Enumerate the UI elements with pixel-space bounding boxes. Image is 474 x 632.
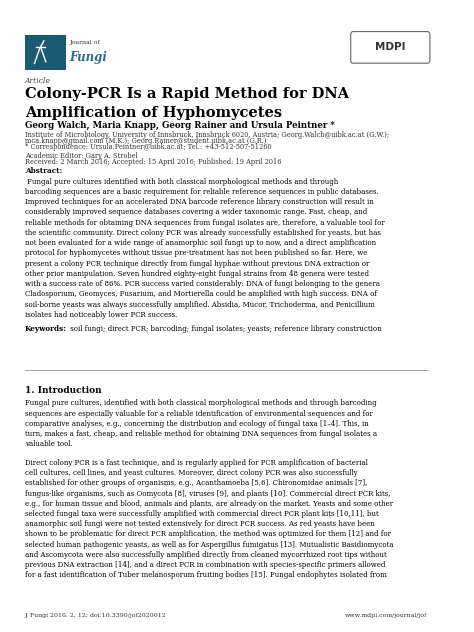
- Text: valuable tool.: valuable tool.: [25, 441, 73, 448]
- Text: Georg Walch, Maria Knapp, Georg Rainer and Ursula Peintner *: Georg Walch, Maria Knapp, Georg Rainer a…: [25, 121, 335, 130]
- Text: established for other groups of organisms, e.g., Acanthamoeba [5,6]. Chironomida: established for other groups of organism…: [25, 479, 367, 487]
- Text: Article: Article: [25, 77, 51, 85]
- Text: Direct colony PCR is a fast technique, and is regularly applied for PCR amplific: Direct colony PCR is a fast technique, a…: [25, 459, 368, 467]
- Text: cell cultures, cell lines, and yeast cultures. Moreover, direct colony PCR was a: cell cultures, cell lines, and yeast cul…: [25, 469, 357, 477]
- Text: MDPI: MDPI: [375, 42, 405, 52]
- Text: J. Fungi 2016, 2, 12; doi:10.3390/jof2020012: J. Fungi 2016, 2, 12; doi:10.3390/jof202…: [25, 613, 167, 618]
- Text: Improved techniques for an accelerated DNA barcode reference library constructio: Improved techniques for an accelerated D…: [25, 198, 374, 206]
- Text: soil fungi; direct PCR; barcoding; fungal isolates; yeasts; reference library co: soil fungi; direct PCR; barcoding; funga…: [68, 325, 382, 333]
- FancyBboxPatch shape: [25, 35, 65, 70]
- Text: Fungal pure cultures, identified with both classical morphological methods and t: Fungal pure cultures, identified with bo…: [25, 399, 376, 408]
- Text: reliable methods for obtaining DNA sequences from fungal isolates are, therefore: reliable methods for obtaining DNA seque…: [25, 219, 384, 227]
- Text: Cladosporium, Geomyces, Fusarium, and Mortierella could be amplified with high s: Cladosporium, Geomyces, Fusarium, and Mo…: [25, 290, 377, 298]
- Text: protocol for hyphomycetes without tissue pre-treatment has not been published so: protocol for hyphomycetes without tissue…: [25, 250, 367, 257]
- Text: isolates had noticeably lower PCR success.: isolates had noticeably lower PCR succes…: [25, 311, 177, 319]
- Text: present a colony PCR technique directly from fungal hyphae without previous DNA : present a colony PCR technique directly …: [25, 260, 369, 267]
- Text: Amplification of Hyphomycetes: Amplification of Hyphomycetes: [25, 106, 282, 119]
- Text: shown to be problematic for direct PCR amplification, the method was optimized f: shown to be problematic for direct PCR a…: [25, 530, 391, 538]
- Text: Colony-PCR Is a Rapid Method for DNA: Colony-PCR Is a Rapid Method for DNA: [25, 87, 349, 101]
- Text: Keywords:: Keywords:: [25, 325, 67, 333]
- FancyBboxPatch shape: [351, 32, 430, 63]
- Text: turn, makes a fast, cheap, and reliable method for obtaining DNA sequences from : turn, makes a fast, cheap, and reliable …: [25, 430, 377, 438]
- Text: the scientific community. Direct colony PCR was already successfully established: the scientific community. Direct colony …: [25, 229, 381, 237]
- Text: * Correspondence: Ursula.Peintner@uibk.ac.at; Tel.: +43-512-507-51260: * Correspondence: Ursula.Peintner@uibk.a…: [25, 143, 272, 152]
- Text: comparative analyses, e.g., concerning the distribution and ecology of fungal ta: comparative analyses, e.g., concerning t…: [25, 420, 369, 428]
- Text: other prior manipulation. Seven hundred eighty-eight fungal strains from 48 gene: other prior manipulation. Seven hundred …: [25, 270, 369, 278]
- Text: barcoding sequences are a basic requirement for reliable reference sequences in : barcoding sequences are a basic requirem…: [25, 188, 379, 196]
- Text: Journal of: Journal of: [69, 40, 100, 45]
- Text: e.g., for human tissue and blood, animals and plants, are already on the market.: e.g., for human tissue and blood, animal…: [25, 500, 393, 507]
- Text: fungus-like organisms, such as Oomycota [8], viruses [9], and plants [10]. Comme: fungus-like organisms, such as Oomycota …: [25, 490, 391, 497]
- Text: Institute of Microbiology, University of Innsbruck, Innsbruck 6020, Austria; Geo: Institute of Microbiology, University of…: [25, 131, 389, 139]
- Text: Fungi: Fungi: [69, 51, 107, 64]
- Text: Fungal pure cultures identified with both classical morphological methods and th: Fungal pure cultures identified with bot…: [25, 178, 338, 186]
- Text: considerably improved sequence databases covering a wider taxonomic range. Fast,: considerably improved sequence databases…: [25, 209, 367, 216]
- Text: not been evaluated for a wide range of anamorphic soil fungi up to now, and a di: not been evaluated for a wide range of a…: [25, 239, 376, 247]
- Text: selected human pathogenic yeasts, as well as for Aspergillus fumigatus [13]. Mut: selected human pathogenic yeasts, as wel…: [25, 541, 393, 549]
- Text: soil-borne yeasts was always successfully amplified. Absidia, Mucor, Trichoderma: soil-borne yeasts was always successfull…: [25, 301, 375, 308]
- Text: Academic Editor: Gary A. Strobel: Academic Editor: Gary A. Strobel: [25, 152, 137, 160]
- Text: Received: 2 March 2016; Accepted: 15 April 2016; Published: 19 April 2016: Received: 2 March 2016; Accepted: 15 Apr…: [25, 158, 282, 166]
- Text: mca.knapp@gmail.com (M.K.); Georg.Rainer@student.uibk.ac.at (G.R.): mca.knapp@gmail.com (M.K.); Georg.Rainer…: [25, 137, 266, 145]
- Text: with a success rate of 86%. PCR success varied considerably: DNA of fungi belong: with a success rate of 86%. PCR success …: [25, 280, 380, 288]
- Text: and Ascomycota were also successfully amplified directly from cleaned mycorrhize: and Ascomycota were also successfully am…: [25, 551, 387, 559]
- Text: anamorphic soil fungi were not tested extensively for direct PCR success. As red: anamorphic soil fungi were not tested ex…: [25, 520, 374, 528]
- Text: sequences are especially valuable for a reliable identification of environmental: sequences are especially valuable for a …: [25, 410, 373, 418]
- Text: www.mdpi.com/journal/jof: www.mdpi.com/journal/jof: [345, 613, 428, 618]
- Text: 1. Introduction: 1. Introduction: [25, 386, 101, 394]
- Text: Abstract:: Abstract:: [25, 167, 62, 176]
- Text: for a fast identification of Tuber melanosporum fruiting bodies [15]. Fungal end: for a fast identification of Tuber melan…: [25, 571, 387, 580]
- Text: previous DNA extraction [14], and a direct PCR in combination with species-speci: previous DNA extraction [14], and a dire…: [25, 561, 385, 569]
- Text: selected fungal taxa were successfully amplified with commercial direct PCR plan: selected fungal taxa were successfully a…: [25, 510, 379, 518]
